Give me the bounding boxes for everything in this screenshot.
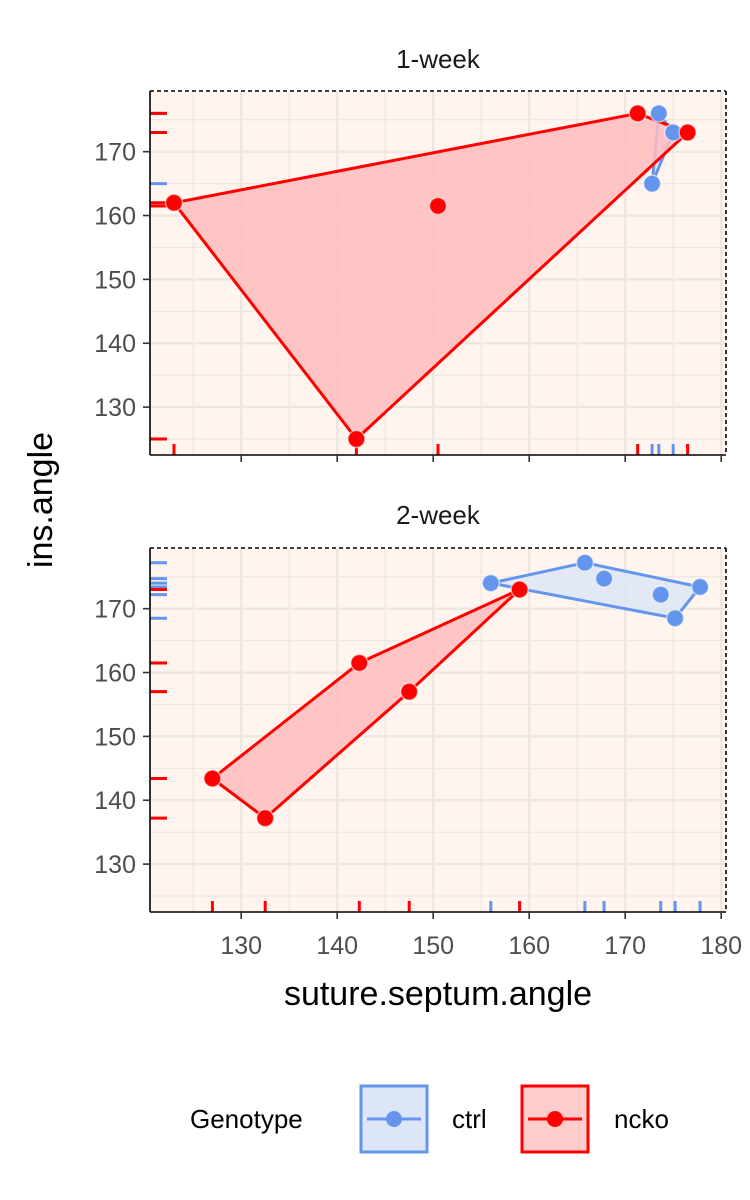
facet-panel-2-week: 130 140 150 160 170 130 140 150 160 170 180 xyxy=(94,547,742,960)
data-point-ctrl xyxy=(575,553,595,572)
y-tick-label: 130 xyxy=(94,394,136,422)
data-point-ctrl xyxy=(651,585,670,604)
legend-key-ncko xyxy=(520,1084,590,1154)
y-tick-label: 130 xyxy=(94,851,136,879)
y-tick-label: 140 xyxy=(94,787,136,815)
legend-key-ctrl-point xyxy=(386,1111,402,1127)
x-tick-label: 140 xyxy=(316,932,358,960)
data-point-ncko xyxy=(678,123,697,142)
data-point-ctrl xyxy=(481,573,501,593)
y-tick-label: 170 xyxy=(94,596,136,624)
data-point-ncko xyxy=(510,580,529,599)
y-tick-label: 150 xyxy=(94,723,136,751)
x-tick-label: 160 xyxy=(508,932,550,960)
data-point-ncko xyxy=(164,193,184,213)
x-tick-label: 180 xyxy=(700,932,742,960)
data-point-ctrl xyxy=(690,577,710,597)
data-point-ctrl xyxy=(649,104,669,123)
y-tick-label: 140 xyxy=(94,330,136,358)
facet-title-1-week: 1-week xyxy=(396,44,481,74)
x-tick-label: 130 xyxy=(220,932,262,960)
data-point-ncko xyxy=(255,808,275,828)
legend-key-ctrl xyxy=(359,1084,429,1154)
x-tick-label: 170 xyxy=(604,932,646,960)
legend-key-ncko-point xyxy=(547,1111,563,1127)
data-point-ncko xyxy=(203,769,222,788)
y-tick-label: 160 xyxy=(94,203,136,231)
legend-title: Genotype xyxy=(190,1104,303,1134)
data-point-ctrl xyxy=(594,569,614,588)
y-tick-label: 170 xyxy=(94,139,136,167)
legend-label-ncko: ncko xyxy=(614,1104,669,1134)
data-point-ncko xyxy=(428,196,448,216)
data-point-ncko xyxy=(628,104,647,123)
legend-label-ctrl: ctrl xyxy=(452,1104,487,1134)
hull-ncko xyxy=(210,588,522,820)
facet-title-2-week: 2-week xyxy=(396,500,481,530)
y-tick-label: 150 xyxy=(94,266,136,294)
facet-panel-1-week: 130 140 150 160 170 xyxy=(94,90,727,462)
data-point-ncko xyxy=(350,653,369,673)
data-point-ctrl xyxy=(665,608,685,628)
y-tick-label: 160 xyxy=(94,660,136,688)
data-point-ctrl xyxy=(642,174,662,193)
x-axis-title: suture.septum.angle xyxy=(284,975,592,1013)
y-axis-title: ins.angle xyxy=(22,432,60,568)
data-point-ncko xyxy=(347,429,366,449)
x-tick-label: 150 xyxy=(412,932,454,960)
legend: Genotype ctrl ncko xyxy=(190,1084,669,1154)
data-point-ncko xyxy=(399,682,419,701)
